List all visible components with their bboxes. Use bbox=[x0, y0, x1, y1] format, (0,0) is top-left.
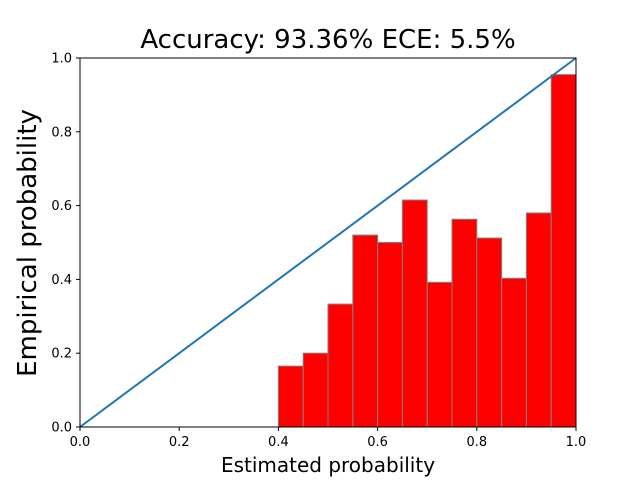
y-tick-label-5: 1.0 bbox=[51, 52, 72, 67]
bar-0 bbox=[277, 365, 304, 428]
plot-frame bbox=[79, 57, 577, 428]
y-tick-label-2: 0.4 bbox=[51, 273, 72, 288]
x-tick-label-2: 0.4 bbox=[268, 435, 289, 450]
x-tick-label-1: 0.2 bbox=[169, 435, 190, 450]
x-axis-ticks: 0.0 0.2 0.4 0.6 0.8 1.0 bbox=[70, 427, 587, 450]
bar-4 bbox=[377, 242, 403, 428]
x-tick-label-5: 1.0 bbox=[566, 435, 587, 450]
bar-3 bbox=[352, 234, 379, 428]
x-tick-label-3: 0.6 bbox=[367, 435, 388, 450]
bar-5 bbox=[401, 199, 428, 428]
bar-8 bbox=[476, 237, 503, 428]
bar-10 bbox=[525, 212, 552, 428]
bar-9 bbox=[501, 277, 527, 428]
x-tick-label-0: 0.0 bbox=[70, 435, 91, 450]
perfect-calibration-line bbox=[79, 57, 577, 428]
x-axis-label: Estimated probability bbox=[221, 453, 435, 477]
chart-title: Accuracy: 93.36% ECE: 5.5% bbox=[140, 25, 515, 55]
bar-7 bbox=[451, 218, 478, 428]
y-tick-label-4: 0.8 bbox=[51, 125, 72, 140]
bar-2 bbox=[327, 303, 354, 428]
bar-1 bbox=[302, 352, 329, 428]
y-axis-label: Empirical probability bbox=[13, 109, 43, 377]
y-axis-ticks: 0.0 0.2 0.4 0.6 0.8 1.0 bbox=[51, 52, 80, 436]
bars-group bbox=[277, 74, 577, 428]
y-tick-label-3: 0.6 bbox=[51, 199, 72, 214]
bar-11 bbox=[550, 74, 577, 428]
y-tick-label-0: 0.0 bbox=[51, 421, 72, 436]
y-tick-label-1: 0.2 bbox=[51, 347, 72, 362]
bar-6 bbox=[426, 281, 453, 428]
x-tick-label-4: 0.8 bbox=[466, 435, 487, 450]
